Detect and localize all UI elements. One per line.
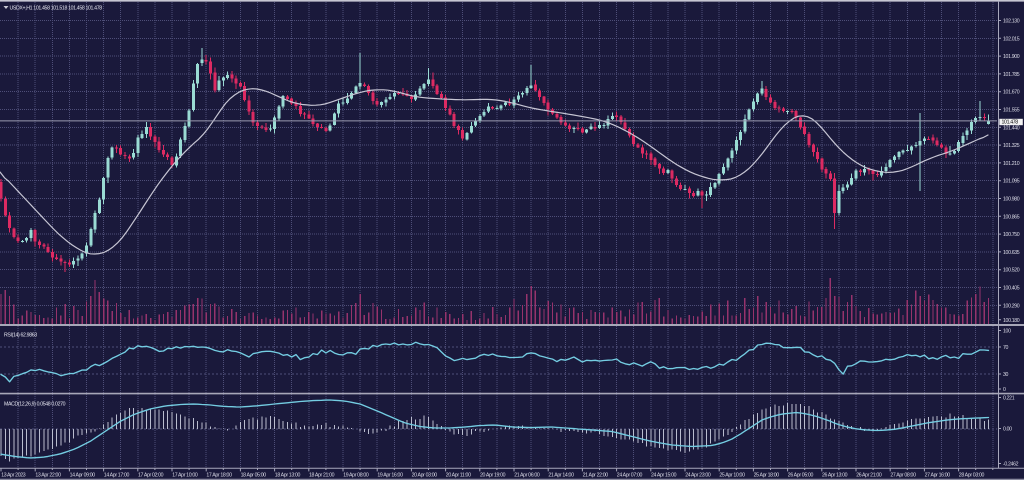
svg-text:101.210: 101.210 (1003, 161, 1020, 167)
svg-text:102.130: 102.130 (1003, 19, 1020, 25)
svg-text:18 Apr 21:00: 18 Apr 21:00 (309, 472, 335, 478)
svg-text:20 Apr 19:00: 20 Apr 19:00 (480, 472, 506, 478)
svg-text:101.478: 101.478 (1002, 120, 1019, 126)
svg-text:101.785: 101.785 (1003, 72, 1020, 78)
svg-text:14 Apr 17:00: 14 Apr 17:00 (104, 472, 130, 478)
svg-text:21 Apr 06:00: 21 Apr 06:00 (514, 472, 540, 478)
svg-text:100.180: 100.180 (1003, 318, 1020, 324)
svg-text:MACD(12,26,9) 0.0548 0.0270: MACD(12,26,9) 0.0548 0.0270 (4, 402, 66, 408)
svg-text:0.00: 0.00 (1003, 427, 1012, 433)
svg-text:100.520: 100.520 (1003, 268, 1020, 274)
svg-text:24 Apr 07:00: 24 Apr 07:00 (617, 472, 643, 478)
svg-text:26 Apr 13:00: 26 Apr 13:00 (822, 472, 848, 478)
svg-text:20 Apr 03:00: 20 Apr 03:00 (412, 472, 438, 478)
svg-text:101.670: 101.670 (1003, 90, 1020, 96)
svg-text:70: 70 (1003, 345, 1009, 351)
svg-text:27 Apr 08:00: 27 Apr 08:00 (890, 472, 916, 478)
svg-text:100.750: 100.750 (1003, 232, 1020, 238)
svg-text:100.405: 100.405 (1003, 286, 1020, 292)
svg-text:0.221: 0.221 (1003, 396, 1015, 402)
svg-text:30: 30 (1003, 372, 1009, 378)
svg-text:17 Apr 18:00: 17 Apr 18:00 (206, 472, 232, 478)
svg-text:101.900: 101.900 (1003, 54, 1020, 60)
svg-text:18 Apr 13:00: 18 Apr 13:00 (275, 472, 301, 478)
svg-text:25 Apr 10:00: 25 Apr 10:00 (719, 472, 745, 478)
svg-text:100.635: 100.635 (1003, 250, 1020, 256)
svg-text:26 Apr 05:00: 26 Apr 05:00 (788, 472, 814, 478)
svg-text:25 Apr 18:00: 25 Apr 18:00 (754, 472, 780, 478)
svg-text:13 Apr 2023: 13 Apr 2023 (1, 472, 26, 478)
svg-text:USDX+,H1 101.458 101.518 101.: USDX+,H1 101.458 101.518 101.458 101.478 (10, 6, 103, 12)
svg-text:18 Apr 05:00: 18 Apr 05:00 (241, 472, 267, 478)
svg-text:13 Apr 22:00: 13 Apr 22:00 (35, 472, 61, 478)
svg-text:100.865: 100.865 (1003, 214, 1020, 220)
svg-text:28 Apr 03:00: 28 Apr 03:00 (959, 472, 985, 478)
svg-text:21 Apr 22:00: 21 Apr 22:00 (583, 472, 609, 478)
svg-text:101.095: 101.095 (1003, 179, 1020, 185)
svg-text:17 Apr 10:00: 17 Apr 10:00 (172, 472, 198, 478)
svg-text:19 Apr 16:00: 19 Apr 16:00 (377, 472, 403, 478)
svg-text:17 Apr 02:00: 17 Apr 02:00 (138, 472, 164, 478)
svg-text:21 Apr 14:00: 21 Apr 14:00 (548, 472, 574, 478)
svg-text:-0.2462: -0.2462 (1003, 462, 1019, 468)
svg-text:RSI(14) 62.9863: RSI(14) 62.9863 (4, 333, 37, 339)
svg-text:101.325: 101.325 (1003, 143, 1020, 149)
svg-text:101.440: 101.440 (1003, 125, 1020, 131)
svg-text:100.290: 100.290 (1003, 303, 1020, 309)
svg-text:19 Apr 08:00: 19 Apr 08:00 (343, 472, 369, 478)
svg-text:24 Apr 15:00: 24 Apr 15:00 (651, 472, 677, 478)
svg-text:101.555: 101.555 (1003, 108, 1020, 114)
svg-text:14 Apr 09:00: 14 Apr 09:00 (70, 472, 96, 478)
svg-text:0: 0 (1003, 387, 1006, 393)
svg-text:27 Apr 16:00: 27 Apr 16:00 (925, 472, 951, 478)
svg-text:102.015: 102.015 (1003, 36, 1020, 42)
svg-text:100.980: 100.980 (1003, 197, 1020, 203)
svg-text:100: 100 (1003, 329, 1011, 335)
svg-text:26 Apr 21:00: 26 Apr 21:00 (856, 472, 882, 478)
svg-text:24 Apr 23:00: 24 Apr 23:00 (685, 472, 711, 478)
svg-text:20 Apr 11:00: 20 Apr 11:00 (446, 472, 471, 478)
